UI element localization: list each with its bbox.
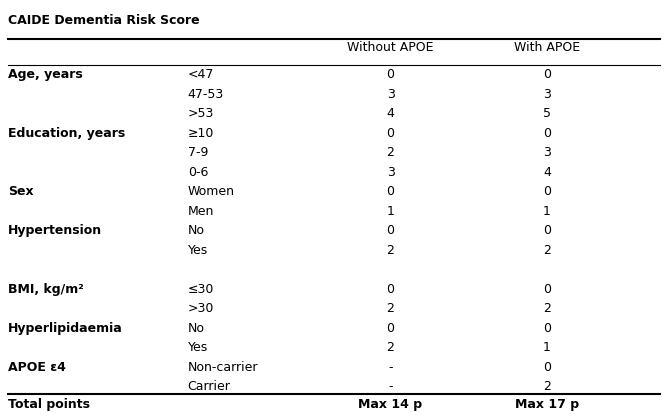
Text: -: - (388, 361, 393, 374)
Text: 0: 0 (543, 224, 551, 237)
Text: 0: 0 (387, 127, 395, 140)
Text: Hyperlipidaemia: Hyperlipidaemia (8, 322, 123, 335)
Text: APOE ε4: APOE ε4 (8, 361, 66, 374)
Text: Education, years: Education, years (8, 127, 126, 140)
Text: ≤30: ≤30 (188, 283, 214, 296)
Text: <47: <47 (188, 68, 214, 81)
Text: 3: 3 (543, 146, 551, 159)
Text: 0: 0 (543, 127, 551, 140)
Text: 2: 2 (387, 146, 395, 159)
Text: 4: 4 (387, 107, 395, 120)
Text: 5: 5 (543, 107, 551, 120)
Text: 1: 1 (387, 205, 395, 218)
Text: 0: 0 (543, 283, 551, 296)
Text: Max 14 p: Max 14 p (359, 398, 423, 411)
Text: 0: 0 (543, 322, 551, 335)
Text: Yes: Yes (188, 342, 208, 354)
Text: 2: 2 (543, 380, 551, 393)
Text: ≥10: ≥10 (188, 127, 214, 140)
Text: CAIDE Dementia Risk Score: CAIDE Dementia Risk Score (8, 14, 200, 27)
Text: Men: Men (188, 205, 214, 218)
Text: >30: >30 (188, 303, 214, 316)
Text: No: No (188, 322, 204, 335)
Text: -: - (388, 380, 393, 393)
Text: Yes: Yes (188, 244, 208, 257)
Text: 2: 2 (387, 303, 395, 316)
Text: With APOE: With APOE (514, 41, 580, 54)
Text: Without APOE: Without APOE (347, 41, 434, 54)
Text: 0: 0 (387, 283, 395, 296)
Text: 0: 0 (387, 322, 395, 335)
Text: 3: 3 (387, 88, 395, 101)
Text: 0: 0 (543, 185, 551, 198)
Text: 2: 2 (543, 244, 551, 257)
Text: No: No (188, 224, 204, 237)
Text: >53: >53 (188, 107, 214, 120)
Text: BMI, kg/m²: BMI, kg/m² (8, 283, 84, 296)
Text: 0: 0 (387, 185, 395, 198)
Text: 3: 3 (543, 88, 551, 101)
Text: 0-6: 0-6 (188, 166, 208, 179)
Text: Non-carrier: Non-carrier (188, 361, 258, 374)
Text: 3: 3 (387, 166, 395, 179)
Text: Age, years: Age, years (8, 68, 83, 81)
Text: 2: 2 (543, 303, 551, 316)
Text: 0: 0 (387, 68, 395, 81)
Text: 0: 0 (543, 361, 551, 374)
Text: Total points: Total points (8, 398, 90, 411)
Text: Carrier: Carrier (188, 380, 230, 393)
Text: Max 17 p: Max 17 p (515, 398, 579, 411)
Text: 4: 4 (543, 166, 551, 179)
Text: Women: Women (188, 185, 234, 198)
Text: 7-9: 7-9 (188, 146, 208, 159)
Text: 47-53: 47-53 (188, 88, 224, 101)
Text: Hypertension: Hypertension (8, 224, 102, 237)
Text: 0: 0 (543, 68, 551, 81)
Text: 1: 1 (543, 342, 551, 354)
Text: 2: 2 (387, 244, 395, 257)
Text: 1: 1 (543, 205, 551, 218)
Text: 0: 0 (387, 224, 395, 237)
Text: 2: 2 (387, 342, 395, 354)
Text: Sex: Sex (8, 185, 33, 198)
